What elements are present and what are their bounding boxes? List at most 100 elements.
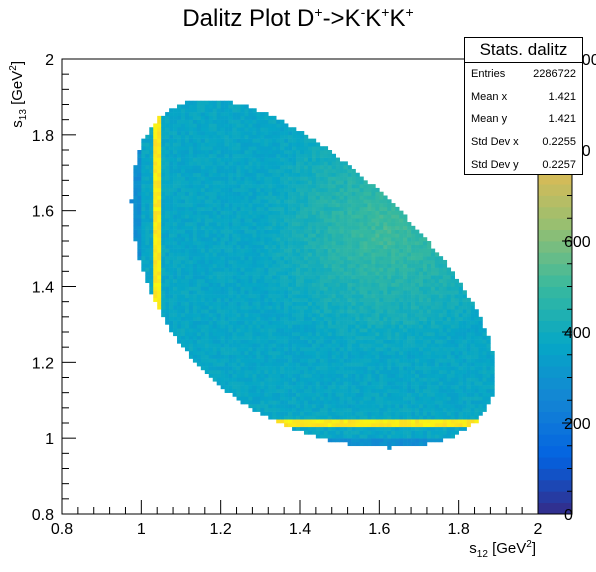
heatmap-cell	[188, 305, 194, 310]
heatmap-cell	[256, 252, 261, 257]
heatmap-cell	[303, 396, 309, 401]
heatmap-cell	[208, 172, 214, 177]
heatmap-cell	[319, 199, 325, 204]
heatmap-cell	[343, 426, 348, 431]
heatmap-cell	[296, 297, 301, 302]
heatmap-cell	[379, 423, 384, 428]
heatmap-cell	[169, 244, 174, 249]
heatmap-cell	[248, 324, 253, 329]
heatmap-cell	[200, 358, 206, 363]
heatmap-cell	[157, 229, 162, 234]
heatmap-cell	[331, 339, 336, 344]
heatmap-cell	[387, 339, 392, 344]
heatmap-cell	[224, 123, 229, 128]
heatmap-cell	[323, 241, 329, 246]
heatmap-cell	[244, 195, 249, 200]
heatmap-cell	[256, 168, 261, 174]
heatmap-cell	[208, 214, 214, 219]
heatmap-cell	[411, 362, 416, 367]
heatmap-cell	[240, 392, 245, 397]
heatmap-cell	[169, 263, 174, 268]
heatmap-cell	[169, 131, 174, 136]
heatmap-cell	[387, 354, 392, 359]
heatmap-cell	[300, 191, 305, 196]
heatmap-cell	[367, 313, 372, 318]
heatmap-cell	[216, 225, 221, 230]
heatmap-cell	[141, 263, 146, 268]
heatmap-cell	[149, 184, 154, 189]
heatmap-cell	[288, 206, 293, 211]
heatmap-cell	[181, 210, 186, 215]
heatmap-cell	[188, 157, 194, 162]
heatmap-cell	[252, 381, 257, 386]
heatmap-cell	[204, 199, 210, 204]
heatmap-cell	[399, 362, 404, 367]
heatmap-cell	[296, 385, 301, 390]
heatmap-cell	[200, 332, 206, 337]
heatmap-cell	[240, 313, 245, 318]
heatmap-cell	[268, 339, 273, 344]
heatmap-cell	[335, 214, 340, 219]
heatmap-cell	[236, 187, 241, 193]
heatmap-cell	[228, 131, 233, 136]
heatmap-cell	[391, 210, 396, 215]
heatmap-cell	[137, 172, 142, 177]
heatmap-cell	[145, 180, 150, 185]
heatmap-cell	[307, 324, 313, 329]
heatmap-cell	[296, 184, 301, 189]
heatmap-cell	[236, 233, 241, 238]
heatmap-cell	[188, 241, 194, 246]
heatmap-cell	[216, 369, 221, 375]
heatmap-cell	[208, 320, 214, 325]
heatmap-cell	[355, 324, 360, 329]
heatmap-cell	[200, 278, 206, 284]
heatmap-cell	[403, 218, 408, 223]
heatmap-cell	[339, 233, 344, 238]
heatmap-cell	[256, 271, 261, 276]
heatmap-cell	[415, 362, 420, 367]
heatmap-cell	[296, 339, 301, 344]
heatmap-cell	[200, 115, 206, 120]
heatmap-cell	[240, 381, 245, 386]
heatmap-cell	[359, 305, 364, 310]
heatmap-cell	[280, 252, 285, 257]
heatmap-cell	[300, 233, 305, 238]
heatmap-cell	[280, 237, 285, 242]
heatmap-cell	[240, 286, 245, 291]
heatmap-cell	[371, 187, 376, 193]
heatmap-cell	[236, 108, 241, 113]
heatmap-cell	[331, 176, 336, 181]
heatmap-cell	[224, 100, 229, 105]
heatmap-cell	[391, 366, 396, 371]
heatmap-cell	[260, 354, 265, 359]
heatmap-cell	[149, 161, 154, 166]
heatmap-cell	[252, 332, 257, 337]
heatmap-cell	[256, 248, 261, 253]
heatmap-cell	[383, 225, 388, 230]
heatmap-cell	[351, 411, 356, 416]
heatmap-cell	[307, 366, 313, 371]
heatmap-cell	[415, 430, 420, 435]
heatmap-cell	[375, 248, 380, 253]
heatmap-cell	[363, 324, 368, 329]
heatmap-cell	[184, 172, 190, 177]
heatmap-cell	[359, 206, 364, 211]
heatmap-cell	[181, 320, 186, 325]
heatmap-cell	[232, 218, 237, 223]
heatmap-cell	[347, 396, 352, 401]
heatmap-cell	[169, 282, 174, 287]
heatmap-cell	[335, 419, 340, 424]
heatmap-cell	[204, 267, 210, 272]
heatmap-cell	[327, 244, 333, 249]
heatmap-cell	[339, 203, 344, 208]
heatmap-cell	[300, 396, 305, 401]
heatmap-cell	[292, 362, 297, 367]
heatmap-cell	[165, 157, 170, 162]
heatmap-cell	[311, 388, 317, 393]
heatmap-cell	[240, 324, 245, 329]
heatmap-cell	[303, 180, 309, 185]
heatmap-cell	[315, 294, 321, 299]
heatmap-cell	[419, 396, 424, 401]
heatmap-cell	[315, 195, 321, 200]
heatmap-cell	[379, 248, 384, 253]
